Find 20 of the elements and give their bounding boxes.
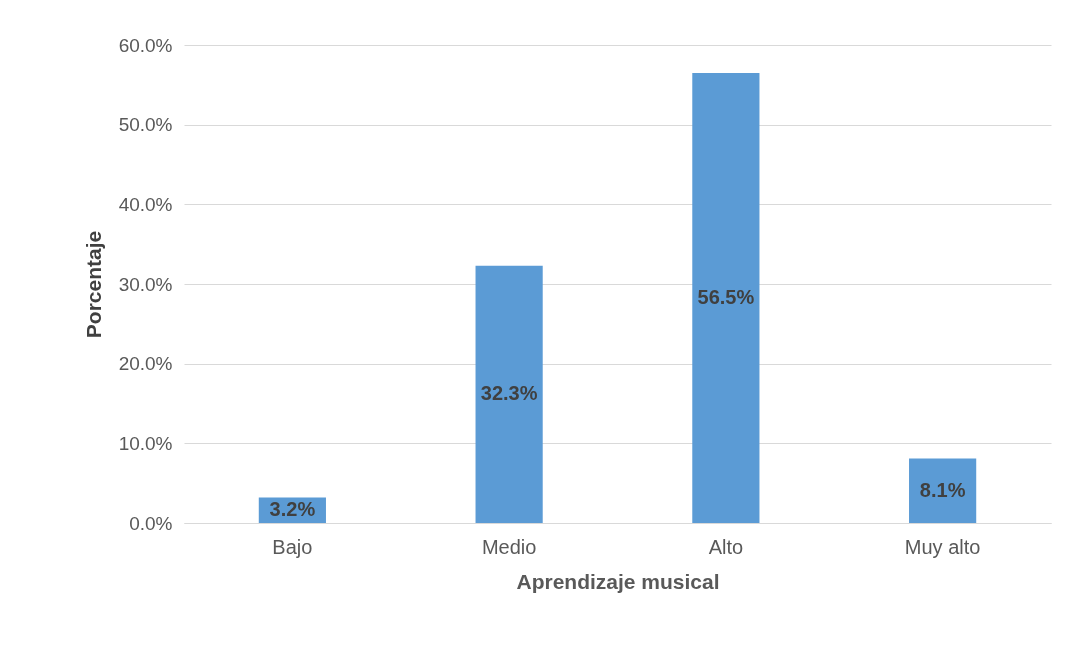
data-label: 8.1%: [919, 478, 966, 501]
y-tick-label: 0.0%: [129, 512, 173, 534]
bar: [475, 265, 543, 523]
x-tick-label: Alto: [708, 535, 744, 558]
y-tick-label: 20.0%: [118, 353, 173, 375]
x-tick-label: Muy alto: [904, 535, 981, 558]
y-tick-label: 40.0%: [118, 193, 173, 215]
y-tick-label: 10.0%: [118, 432, 173, 454]
y-tick-label: 30.0%: [118, 273, 173, 295]
x-axis-title: Aprendizaje musical: [516, 569, 720, 593]
data-label: 56.5%: [697, 285, 755, 308]
x-tick-label: Bajo: [272, 535, 313, 558]
data-label: 32.3%: [480, 382, 538, 405]
data-label: 3.2%: [269, 498, 316, 521]
bar: [692, 72, 760, 523]
y-tick-label: 50.0%: [118, 114, 173, 136]
y-tick-label: 60.0%: [118, 34, 173, 56]
y-axis-title: Porcentaje: [81, 230, 105, 339]
x-tick-label: Medio: [481, 535, 537, 558]
bar: [909, 458, 977, 523]
